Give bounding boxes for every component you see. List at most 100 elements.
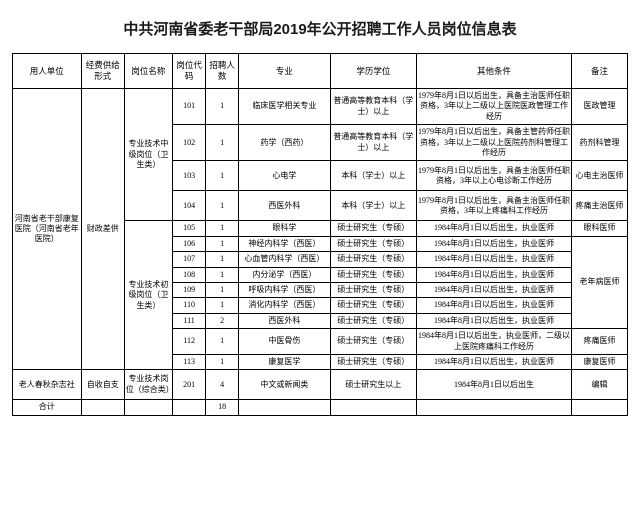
count: 1 [206,191,239,221]
empty-cell [417,400,572,415]
page-title: 中共河南省委老干部局2019年公开招聘工作人员岗位信息表 [12,8,628,53]
code: 111 [173,313,206,328]
cond: 1979年8月1日以后出生，具备主治医师任职资格，3年以上疼痛科工作经历 [417,191,572,221]
empty-cell [239,400,330,415]
major: 康复医学 [239,354,330,369]
table-row: 河南省老干部康复医院（河南省老年医院） 财政差供 专业技术中级岗位（卫生类） 1… [13,89,628,125]
cond: 1979年8月1日以后出生，具备主治医师任职资格，3年以上心电诊断工作经历 [417,161,572,191]
note: 眼科医师 [572,221,628,236]
major: 内分泌学（西医） [239,267,330,282]
post-cell: 专业技术岗位（综合类） [124,370,172,400]
major: 临床医学相关专业 [239,89,330,125]
note: 医政管理 [572,89,628,125]
unit-cell: 河南省老干部康复医院（河南省老年医院） [13,89,82,370]
cond: 1984年8月1日以后出生 [417,370,572,400]
count: 1 [206,267,239,282]
code: 106 [173,236,206,251]
count: 1 [206,125,239,161]
header-row: 用人单位 经费供给形式 岗位名称 岗位代码 招聘人数 专业 学历学位 其他条件 … [13,54,628,89]
count: 1 [206,252,239,267]
major: 西医外科 [239,313,330,328]
major: 心电学 [239,161,330,191]
degree: 硕士研究生（专硕） [330,354,416,369]
h-post: 岗位名称 [124,54,172,89]
doc-container: 中共河南省委老干部局2019年公开招聘工作人员岗位信息表 用人单位 经费供给形式… [0,0,640,424]
degree: 硕士研究生（专硕） [330,252,416,267]
empty-cell [330,400,416,415]
empty-cell [572,400,628,415]
unit-cell: 老人春秋杂志社 [13,370,82,400]
count: 1 [206,236,239,251]
total-label: 合计 [13,400,82,415]
code: 107 [173,252,206,267]
count: 1 [206,283,239,298]
cond: 1979年8月1日以后出生，具备主治医师任职资格，3年以上二级以上医院医政管理工… [417,89,572,125]
code: 108 [173,267,206,282]
major: 西医外科 [239,191,330,221]
major: 呼吸内科学（西医） [239,283,330,298]
note: 心电主治医师 [572,161,628,191]
cond: 1984年8月1日以后出生，执业医师 [417,354,572,369]
note: 疼痛主治医师 [572,191,628,221]
code: 101 [173,89,206,125]
major: 眼科学 [239,221,330,236]
count: 1 [206,221,239,236]
note: 康复医师 [572,354,628,369]
note: 老年病医师 [572,236,628,328]
cond: 1984年8月1日以后出生，执业医师，二级以上医院疼痛科工作经历 [417,329,572,355]
table-row: 老人春秋杂志社 自收自支 专业技术岗位（综合类） 201 4 中文或新闻类 硕士… [13,370,628,400]
empty-cell [124,400,172,415]
degree: 硕士研究生（专硕） [330,221,416,236]
note: 疼痛医师 [572,329,628,355]
major: 神经内科学（西医） [239,236,330,251]
empty-cell [173,400,206,415]
major: 心血管内科学（西医） [239,252,330,267]
code: 103 [173,161,206,191]
major: 中医骨伤 [239,329,330,355]
job-table: 用人单位 经费供给形式 岗位名称 岗位代码 招聘人数 专业 学历学位 其他条件 … [12,53,628,416]
degree: 硕士研究生（专硕） [330,329,416,355]
code: 109 [173,283,206,298]
degree: 硕士研究生（专硕） [330,236,416,251]
cond: 1984年8月1日以后出生，执业医师 [417,252,572,267]
h-note: 备注 [572,54,628,89]
degree: 硕士研究生（专硕） [330,313,416,328]
code: 113 [173,354,206,369]
cond: 1984年8月1日以后出生，执业医师 [417,221,572,236]
cond: 1984年8月1日以后出生，执业医师 [417,283,572,298]
fund-cell: 自收自支 [81,370,124,400]
degree: 普通高等教育本科（学士）以上 [330,125,416,161]
degree: 硕士研究生（专硕） [330,267,416,282]
h-code: 岗位代码 [173,54,206,89]
count: 4 [206,370,239,400]
h-count: 招聘人数 [206,54,239,89]
code: 105 [173,221,206,236]
degree: 硕士研究生以上 [330,370,416,400]
degree: 硕士研究生（专硕） [330,298,416,313]
major: 消化内科学（西医） [239,298,330,313]
cond: 1984年8月1日以后出生，执业医师 [417,236,572,251]
fund-cell: 财政差供 [81,89,124,370]
cond: 1984年8月1日以后出生，执业医师 [417,313,572,328]
h-unit: 用人单位 [13,54,82,89]
count: 1 [206,161,239,191]
h-cond: 其他条件 [417,54,572,89]
note: 编辑 [572,370,628,400]
degree: 本科（学士）以上 [330,161,416,191]
post-jr-cell: 专业技术初级岗位（卫生类） [124,221,172,370]
degree: 普通高等教育本科（学士）以上 [330,89,416,125]
h-fund: 经费供给形式 [81,54,124,89]
cond: 1984年8月1日以后出生，执业医师 [417,267,572,282]
major: 药学（西药） [239,125,330,161]
count: 1 [206,89,239,125]
total-count: 18 [206,400,239,415]
code: 102 [173,125,206,161]
count: 1 [206,298,239,313]
code: 201 [173,370,206,400]
h-degree: 学历学位 [330,54,416,89]
total-row: 合计 18 [13,400,628,415]
count: 2 [206,313,239,328]
cond: 1984年8月1日以后出生，执业医师 [417,298,572,313]
code: 110 [173,298,206,313]
code: 104 [173,191,206,221]
